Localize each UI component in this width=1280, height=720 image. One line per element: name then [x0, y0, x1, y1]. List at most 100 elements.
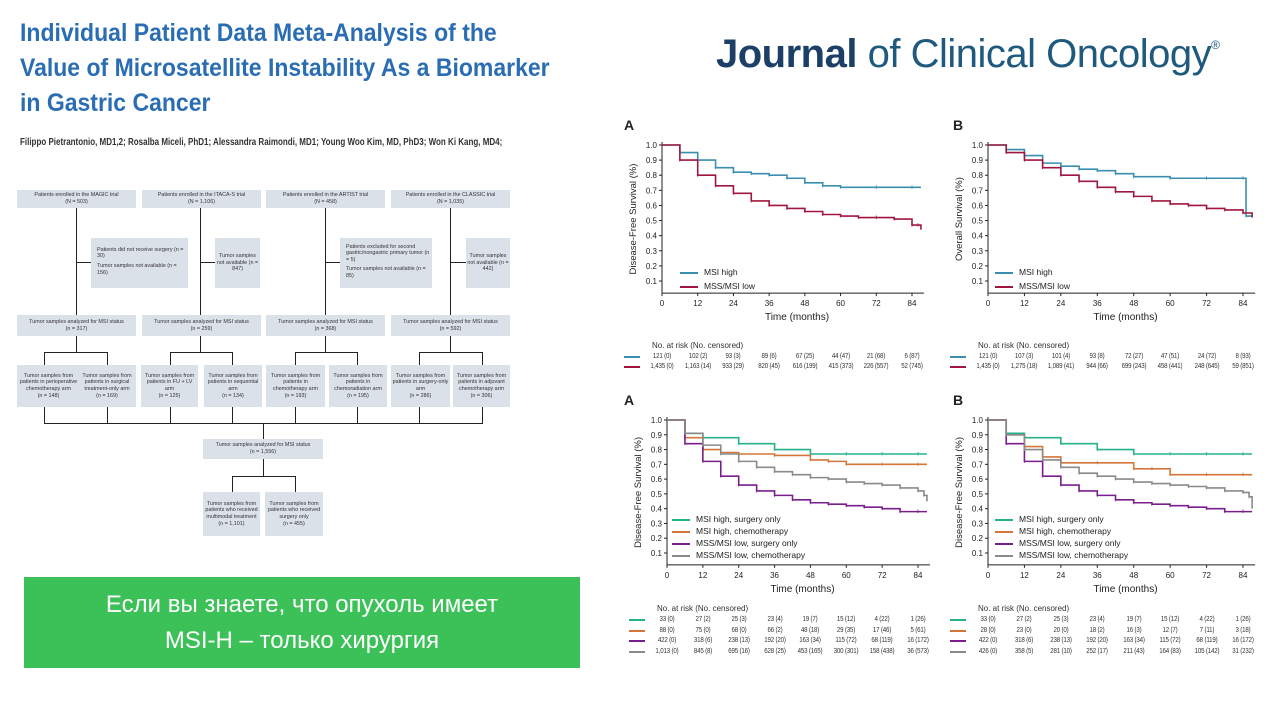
legend-swatch	[680, 271, 698, 274]
survival-curve	[988, 419, 1253, 455]
at-risk-value: 252 (17)	[1086, 645, 1109, 655]
consort-flowchart: Patients enrolled in the MAGIC trial (N =…	[0, 0, 600, 560]
y-tick-label: 0.1	[972, 277, 984, 286]
at-risk-table: No. at risk (No. censored) 33 (0) 27 (2) 25…	[620, 604, 940, 664]
legend-label: MSS/MSI low, surgery only	[1019, 538, 1121, 548]
connector-line	[357, 352, 359, 365]
at-risk-value: 105 (142)	[1194, 645, 1219, 655]
legend-item: MSI high, chemotherapy	[995, 525, 1128, 537]
km-plot: 0.1 0.2 0.3 0.4 0.5 0.6 0.7 0.8 0.9 1.0 0 12 24 36 48 6…	[624, 392, 930, 595]
at-risk-swatch	[950, 650, 966, 653]
at-risk-value: 944 (66)	[1086, 361, 1109, 370]
arm-box: Tumor samples from patients in surgery-o…	[391, 365, 450, 407]
enrolled-box: Patients enrolled in the CLASSIC trial (N…	[391, 190, 510, 208]
at-risk-value: 453 (165)	[797, 645, 823, 655]
y-tick-label: 1.0	[646, 141, 658, 150]
at-risk-value: 1,089 (41)	[1047, 361, 1075, 370]
connector-line	[419, 352, 421, 365]
box-text: Tumor samples from patients who received…	[205, 500, 258, 520]
at-risk-swatch	[624, 366, 640, 368]
title-line: Individual Patient Data Meta-Analysis of…	[20, 19, 497, 47]
connector-line	[482, 352, 484, 365]
y-tick-label: 0.5	[972, 217, 984, 226]
x-tick-label: 36	[1093, 571, 1102, 580]
arm-box: Tumor samples from patients in FU + LV a…	[141, 365, 198, 407]
box-text: (n = 368)	[314, 325, 337, 332]
box-text: (N = 1,035)	[436, 199, 465, 205]
at-risk-value: 3 (18)	[1235, 624, 1251, 634]
panel-label: B	[953, 392, 963, 408]
y-tick-label: 0.2	[972, 534, 984, 543]
y-tick-label: 0.9	[646, 156, 658, 165]
at-risk-value: 422 (0)	[657, 635, 677, 644]
at-risk-table: No. at risk (No. censored) 121 (0) 107 (3)…	[945, 341, 1265, 401]
box-text: (n = 148)	[37, 392, 60, 399]
legend-label: MSI high, chemotherapy	[696, 526, 789, 536]
at-risk-value: 31 (232)	[1232, 645, 1254, 655]
at-risk-value: 1,163 (14)	[684, 361, 711, 370]
at-risk-value: 15 (12)	[1160, 614, 1180, 623]
legend-label: MSI high, chemotherapy	[1019, 526, 1112, 536]
panel-label: B	[953, 117, 963, 133]
legend-swatch	[672, 554, 690, 557]
box-text: (N = 503)	[65, 199, 88, 205]
legend-item: MSI high, surgery only	[672, 513, 805, 525]
km-plot: 0.1 0.2 0.3 0.4 0.5 0.6 0.7 0.8 0.9 1.0 0 12 24 36 48 6…	[953, 392, 1256, 595]
title-line: Value of Microsatellite Instability As a…	[20, 54, 550, 82]
connector-line	[170, 407, 172, 423]
y-tick-label: 0.3	[972, 247, 984, 256]
legend-item: MSS/MSI low, surgery only	[672, 537, 805, 549]
x-tick-label: 0	[986, 571, 991, 580]
at-risk-table: No. at risk (No. censored) 33 (0) 27 (2) 25…	[945, 604, 1265, 664]
x-tick-label: 12	[693, 299, 702, 308]
at-risk-value: 75 (0)	[695, 624, 711, 634]
arm-box: Tumor samples from patients in chemother…	[266, 365, 325, 407]
at-risk-value: 192 (20)	[1086, 635, 1109, 644]
box-text: Tumor samples analyzed for MSI status	[154, 318, 249, 325]
at-risk-value: 121 (0)	[978, 351, 998, 360]
box-text: Tumor samples from patients in chemoradi…	[333, 372, 383, 392]
at-risk-value: 1,435 (0)	[650, 361, 674, 370]
y-tick-label: 1.0	[651, 416, 663, 425]
at-risk-value: 47 (51)	[1160, 351, 1180, 360]
legend-swatch	[995, 285, 1013, 288]
box-text: Tumor samples from patients in periopera…	[19, 372, 78, 392]
final-box: Tumor samples from patients who received…	[203, 492, 260, 536]
panel-label: A	[624, 117, 634, 133]
y-tick-label: 0.8	[972, 446, 984, 455]
survival-curve	[988, 419, 1253, 476]
box-text: Tumor samples analyzed for MSI status	[215, 442, 311, 449]
at-risk-value: 318 (6)	[693, 635, 713, 644]
box-text: (n = 306)	[470, 392, 493, 399]
enrolled-box: Patients enrolled in the MAGIC trial (N =…	[17, 190, 136, 208]
y-tick-label: 0.7	[972, 186, 984, 195]
at-risk-value: 5 (61)	[910, 624, 926, 634]
connector-line	[295, 407, 297, 423]
y-axis-label: Disease-Free Survival (%)	[628, 164, 639, 275]
connector-line	[295, 352, 358, 354]
at-risk-value: 17 (46)	[872, 624, 892, 634]
at-risk-value: 19 (7)	[802, 614, 818, 623]
x-tick-label: 24	[734, 571, 743, 580]
y-tick-label: 0.9	[972, 156, 984, 165]
box-text: (N = 1,106)	[187, 199, 216, 205]
legend-label: MSS/MSI low	[1019, 281, 1071, 291]
box-text: Patients did not receive surgery (n = 30…	[97, 246, 184, 260]
at-risk-table: No. at risk (No. censored) 121 (0) 102 (2)…	[620, 341, 940, 401]
km-panel-2: 0.1 0.2 0.3 0.4 0.5 0.6 0.7 0.8 0.9 1.0 0 12 24 36 48 6…	[945, 115, 1265, 385]
at-risk-value: 4 (22)	[874, 614, 890, 623]
x-tick-label: 48	[806, 571, 815, 580]
y-tick-label: 0.1	[651, 549, 663, 558]
y-tick-label: 0.6	[646, 201, 658, 210]
x-tick-label: 60	[842, 571, 851, 580]
at-risk-value: 66 (2)	[767, 624, 783, 634]
at-risk-value: 67 (25)	[795, 351, 815, 360]
at-risk-value: 699 (243)	[1121, 361, 1147, 370]
at-risk-value: 121 (0)	[652, 351, 672, 360]
at-risk-value: 68 (119)	[871, 635, 893, 644]
legend-swatch	[995, 518, 1013, 521]
x-tick-label: 60	[1166, 299, 1175, 308]
at-risk-value: 107 (3)	[1015, 351, 1034, 360]
x-axis-label: Time (months)	[1093, 312, 1157, 323]
box-text: Tumor samples analyzed for MSI status	[278, 318, 373, 325]
